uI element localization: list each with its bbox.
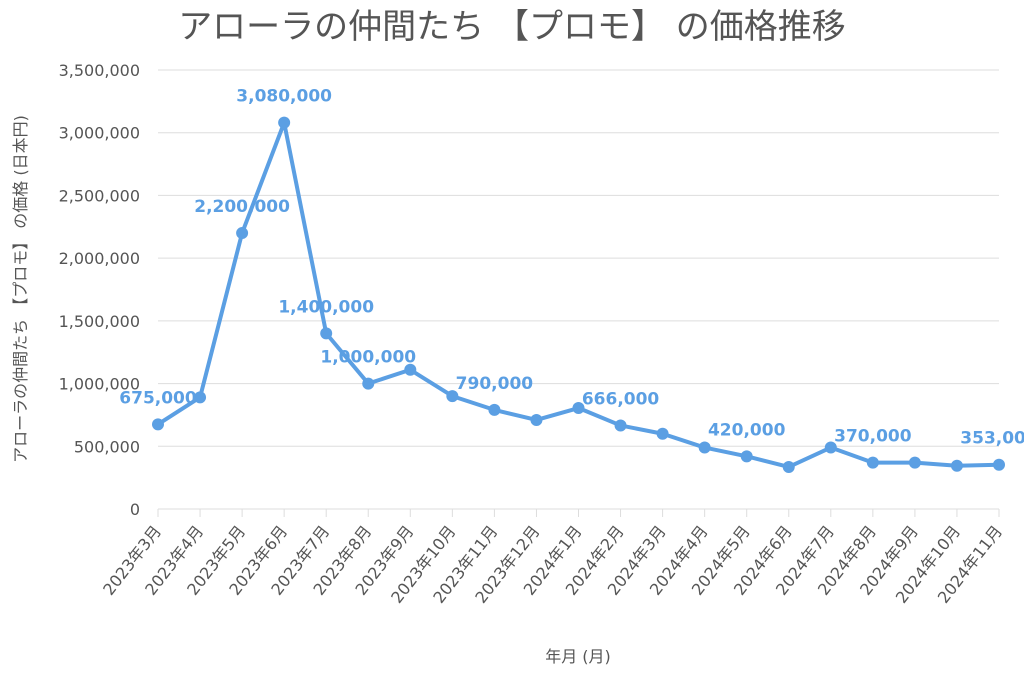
data-point	[614, 419, 627, 432]
data-point	[152, 418, 164, 431]
data-point	[656, 427, 669, 440]
data-point	[782, 460, 795, 473]
data-label: 1,000,000	[320, 348, 416, 368]
data-label: 790,000	[456, 374, 534, 394]
data-label: 353,000	[960, 429, 1024, 449]
y-axis-label: アローラの仲間たち 【プロモ】 の価格 (日本円)	[11, 115, 30, 463]
data-point	[993, 458, 1005, 471]
series-layer	[152, 116, 1005, 473]
y-tick-label: 500,000	[74, 437, 140, 456]
data-label: 1,400,000	[278, 297, 374, 317]
y-tick-label: 0	[130, 500, 140, 519]
series-line	[156, 120, 1001, 469]
data-point	[362, 377, 375, 390]
data-label: 666,000	[582, 389, 660, 409]
data-point	[698, 441, 711, 454]
y-axis-ticks: 0 500,000 1,000,000 1,500,000 2,000,000 2,500…	[59, 61, 140, 519]
y-tick-label: 3,000,000	[59, 124, 140, 143]
y-tick-label: 1,500,000	[59, 312, 140, 331]
data-point	[320, 327, 333, 340]
y-tick-label: 3,500,000	[59, 61, 140, 80]
data-point	[530, 413, 543, 426]
y-tick-label: 1,000,000	[59, 375, 140, 394]
data-point	[404, 363, 417, 376]
y-tick-label: 2,500,000	[59, 186, 140, 205]
data-label: 2,200,000	[194, 197, 290, 217]
data-label: 370,000	[834, 427, 912, 447]
data-label: 420,000	[708, 420, 786, 440]
chart-title: アローラの仲間たち 【プロモ】 の価格推移	[178, 7, 846, 47]
data-point	[278, 116, 291, 129]
data-point	[866, 456, 879, 469]
data-point	[194, 391, 207, 404]
data-point	[572, 402, 585, 415]
data-point	[740, 450, 753, 463]
data-label: 3,080,000	[236, 87, 332, 107]
data-label: 675,000	[119, 388, 197, 408]
data-point	[908, 456, 921, 469]
data-point	[236, 227, 249, 240]
x-axis-label: 年月 (月)	[545, 647, 611, 666]
data-point	[824, 441, 837, 454]
data-point	[488, 403, 501, 416]
x-axis-ticks: 2023年3月2023年4月2023年5月2023年6月2023年7月2023年…	[99, 509, 1006, 607]
data-point	[446, 390, 459, 403]
y-tick-label: 2,000,000	[59, 249, 140, 268]
data-point	[950, 459, 963, 472]
data-labels: 675,000 2,200,000 3,080,000 1,400,000 1,000,…	[119, 87, 1024, 449]
